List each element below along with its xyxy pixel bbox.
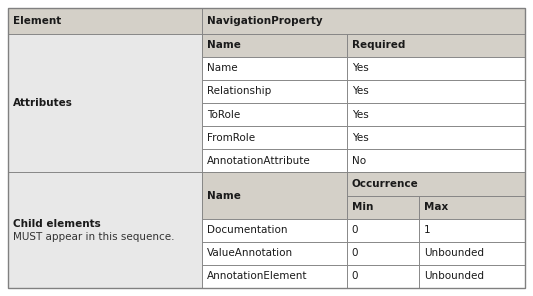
Bar	[346, 57, 525, 80]
Bar	[202, 172, 346, 219]
Text: Unbounded: Unbounded	[424, 271, 484, 281]
Text: ToRole: ToRole	[207, 110, 240, 120]
Bar	[202, 34, 346, 57]
Bar	[419, 242, 525, 265]
Bar	[202, 57, 346, 80]
Bar	[346, 219, 419, 242]
Text: 0: 0	[352, 225, 358, 235]
Bar	[346, 80, 525, 103]
Text: MUST appear in this sequence.: MUST appear in this sequence.	[13, 231, 174, 242]
Bar	[202, 149, 346, 172]
Text: Name: Name	[207, 63, 238, 73]
Bar	[346, 126, 525, 149]
Text: Yes: Yes	[352, 110, 368, 120]
Bar	[8, 34, 202, 172]
Text: Yes: Yes	[352, 63, 368, 73]
Text: Element: Element	[13, 16, 61, 26]
Bar	[202, 126, 346, 149]
Bar	[346, 34, 525, 57]
Text: No: No	[352, 156, 366, 166]
Text: FromRole: FromRole	[207, 133, 255, 143]
Bar	[8, 172, 202, 288]
Bar	[346, 103, 525, 126]
Text: Required: Required	[352, 40, 405, 50]
Bar	[419, 196, 525, 219]
Text: Name: Name	[207, 40, 241, 50]
Text: 0: 0	[352, 248, 358, 258]
Bar	[202, 80, 346, 103]
Text: Attributes: Attributes	[13, 98, 73, 108]
Text: Child elements: Child elements	[13, 219, 101, 229]
Bar	[346, 149, 525, 172]
Text: ValueAnnotation: ValueAnnotation	[207, 248, 293, 258]
Text: AnnotationAttribute: AnnotationAttribute	[207, 156, 311, 166]
Text: Unbounded: Unbounded	[424, 248, 484, 258]
Text: AnnotationElement: AnnotationElement	[207, 271, 308, 281]
Text: NavigationProperty: NavigationProperty	[207, 16, 322, 26]
Bar	[346, 172, 525, 196]
Bar	[419, 265, 525, 288]
Text: Documentation: Documentation	[207, 225, 287, 235]
Text: Min: Min	[352, 202, 373, 212]
Text: Yes: Yes	[352, 133, 368, 143]
Bar	[419, 219, 525, 242]
Bar	[202, 103, 346, 126]
Bar	[8, 8, 202, 34]
Bar	[346, 242, 419, 265]
Text: Relationship: Relationship	[207, 86, 271, 96]
Bar	[202, 219, 346, 242]
Text: 0: 0	[352, 271, 358, 281]
Text: Max: Max	[424, 202, 448, 212]
Text: Yes: Yes	[352, 86, 368, 96]
Bar	[202, 242, 346, 265]
Text: Name: Name	[207, 191, 241, 200]
Bar	[202, 265, 346, 288]
Text: Occurrence: Occurrence	[352, 179, 418, 189]
Bar	[346, 265, 419, 288]
Text: 1: 1	[424, 225, 431, 235]
Bar	[346, 196, 419, 219]
Bar	[202, 8, 525, 34]
